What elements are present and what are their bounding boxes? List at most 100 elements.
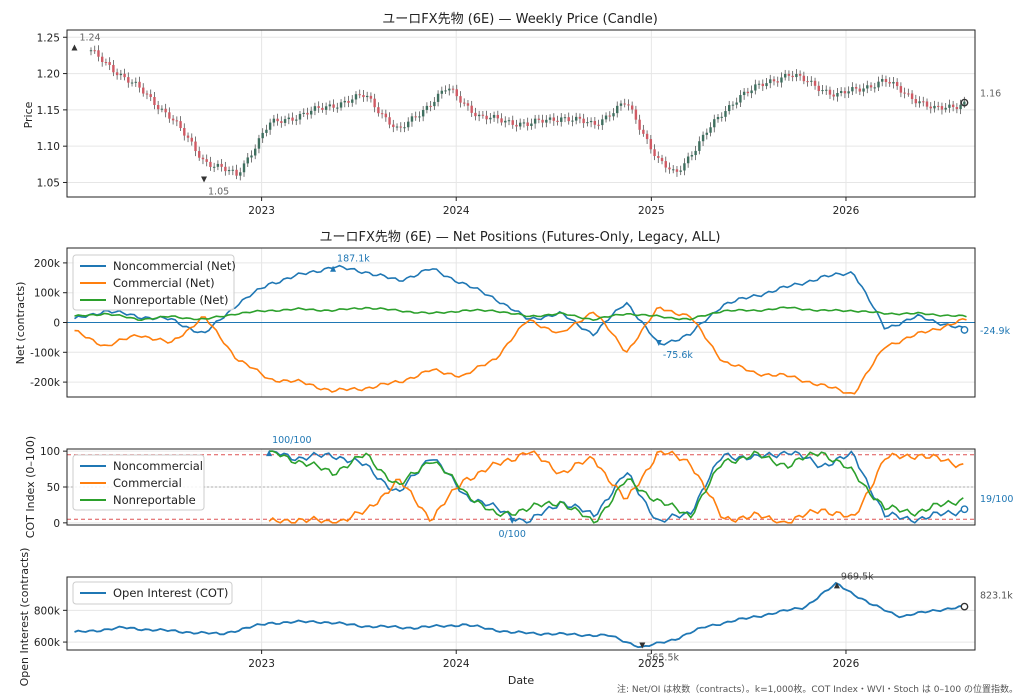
candle-body — [832, 94, 835, 97]
cot-lines — [67, 450, 975, 524]
net-yticks: 200k 100k 0 -100k -200k — [30, 258, 67, 389]
low-label: 1.05 — [208, 186, 229, 197]
candle-body — [739, 95, 742, 103]
candle-body — [138, 81, 141, 88]
candle-body — [619, 103, 623, 106]
candle-body — [828, 89, 832, 95]
price-title: ユーロFX先物 (6E) — Weekly Price (Candle) — [382, 12, 658, 27]
candle-body — [175, 120, 179, 122]
net-low-marker — [655, 340, 662, 347]
candle-body — [821, 90, 824, 92]
oi-frame — [66, 576, 976, 651]
candle-body — [149, 94, 152, 98]
candle-body — [929, 106, 932, 109]
candle-body — [224, 166, 227, 172]
candle-body — [332, 104, 335, 108]
cot-legend: Noncommercial Commercial Nonreportable — [72, 454, 205, 511]
candle-body — [795, 74, 798, 78]
candle-body — [694, 150, 697, 156]
candle-body — [545, 119, 548, 123]
y-tick-label: 600k — [34, 637, 61, 649]
price-grid — [67, 30, 975, 197]
candle-body — [780, 77, 783, 83]
candle-body — [134, 81, 137, 83]
y-tick-label: 1.20 — [37, 69, 60, 81]
candle-body — [365, 95, 369, 98]
y-tick-label: 1.25 — [37, 32, 60, 44]
candle-body — [604, 115, 608, 120]
candle-body — [899, 86, 903, 93]
candle-body — [127, 77, 130, 83]
candle-body — [201, 157, 205, 160]
cot-last-marker — [960, 505, 969, 514]
y-tick-label: 800k — [34, 605, 61, 617]
candle-body — [634, 109, 638, 120]
candle-body — [421, 109, 425, 117]
candle-body — [862, 88, 865, 92]
candle-body — [444, 90, 447, 92]
footnote: 注: Net/OI は枚数（contracts）。k=1,000枚。COT In… — [617, 683, 1018, 695]
candle-body — [298, 113, 302, 120]
price-candles — [89, 45, 966, 181]
candle-body — [884, 78, 888, 83]
candle-body — [321, 107, 324, 110]
oi-ylabel: Open Interest (contracts) — [18, 548, 31, 687]
candle-body — [463, 102, 466, 104]
candle-body — [302, 112, 305, 114]
candle-body — [373, 98, 376, 108]
candle-body — [683, 163, 686, 171]
high-label: 1.24 — [79, 33, 100, 44]
candle-body — [384, 113, 388, 118]
candle-body — [869, 85, 873, 88]
candle-body — [276, 118, 279, 122]
candle-body — [89, 50, 93, 52]
oi-series-line — [74, 581, 967, 649]
candle-body — [362, 95, 365, 98]
oi-grid — [67, 577, 975, 650]
cot-legend-nonreportable: Nonreportable — [113, 493, 196, 507]
candle-body — [951, 104, 955, 108]
candle-body — [351, 99, 354, 103]
oi-low-label: 565.5k — [646, 653, 679, 664]
candle-body — [709, 127, 712, 133]
candle-body — [142, 87, 145, 94]
candle-body — [783, 73, 787, 78]
candle-body — [164, 108, 167, 113]
candle-body — [186, 135, 190, 138]
candle-body — [511, 120, 514, 125]
candle-body — [582, 118, 585, 124]
candle-body — [123, 73, 126, 78]
net-last-marker — [960, 326, 969, 334]
candle-body — [914, 99, 918, 104]
oi-high-marker — [833, 582, 840, 589]
candle-body — [242, 163, 246, 173]
x-tick-label: 2025 — [638, 205, 665, 217]
low-marker — [201, 176, 208, 183]
candle-body — [448, 88, 451, 91]
candle-body — [925, 101, 929, 107]
candle-body — [537, 118, 541, 120]
net-series-line — [74, 306, 967, 322]
candle-body — [933, 105, 936, 109]
candle-body — [944, 107, 947, 110]
candle-body — [716, 116, 720, 120]
candle-body — [791, 75, 794, 78]
last-marker — [960, 98, 969, 107]
candle-body — [560, 117, 563, 122]
candle-body — [160, 108, 164, 110]
candle-body — [343, 100, 346, 103]
x-tick-label: 2023 — [248, 658, 275, 670]
cot-series-line — [269, 450, 964, 524]
candle-body — [645, 133, 649, 140]
candle-body — [399, 126, 402, 128]
net-series-line — [74, 264, 968, 346]
candle-body — [668, 167, 671, 170]
candle-body — [574, 116, 578, 121]
candle-body — [492, 114, 496, 118]
candle-body — [403, 127, 406, 129]
candle-body — [754, 84, 757, 91]
net-legend-commercial: Commercial (Net) — [113, 276, 215, 290]
candle-body — [153, 97, 156, 106]
candle-body — [750, 90, 753, 94]
candle-body — [798, 74, 802, 76]
